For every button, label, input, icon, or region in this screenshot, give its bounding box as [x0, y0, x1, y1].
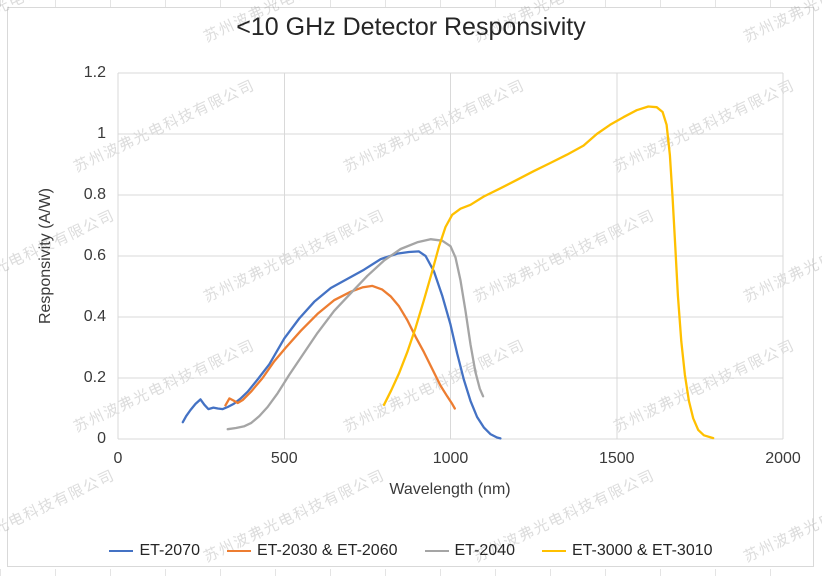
legend-marker-line: [424, 550, 449, 552]
y-tick-label: 0.4: [83, 308, 106, 325]
spreadsheet-gridline-top: [0, 0, 822, 7]
x-axis-title: Wavelength (nm): [389, 481, 511, 498]
legend: ET-2070 ET-2030 & ET-2060 ET-2040 ET-3000 &…: [0, 539, 822, 563]
series-line-et-2040: [226, 238, 485, 431]
legend-label: ET-2030 & ET-2060: [256, 542, 398, 559]
legend-item: ET-2040: [424, 542, 515, 560]
legend-marker-line: [541, 550, 566, 552]
legend-item: ET-2070: [109, 542, 200, 560]
y-tick-label: 0.8: [83, 186, 106, 203]
x-tick-label: 0: [113, 450, 123, 467]
legend-label: ET-3000 & ET-3010: [571, 542, 713, 559]
x-tick-label: 1000: [432, 450, 469, 467]
y-tick-label: 1: [97, 125, 106, 142]
legend-label: ET-2040: [454, 542, 515, 559]
chart-title: <10 GHz Detector Responsivity: [236, 13, 586, 41]
y-tick-label: 0: [97, 430, 106, 447]
legend-item: ET-2030 & ET-2060: [226, 542, 398, 560]
y-tick-label: 0.2: [83, 369, 106, 386]
legend-item: ET-3000 & ET-3010: [541, 542, 713, 560]
legend-marker-line: [226, 550, 251, 552]
legend-marker-line: [109, 550, 134, 552]
legend-label: ET-2070: [139, 542, 200, 559]
y-tick-label: 1.2: [83, 64, 106, 81]
x-tick-label: 500: [270, 450, 298, 467]
y-tick-label: 0.6: [83, 247, 106, 264]
spreadsheet-gridline-bottom: [0, 569, 822, 576]
series-line-et-3000-et-3010: [382, 105, 715, 440]
series-line-et-2070: [181, 250, 502, 440]
x-tick-label: 2000: [765, 450, 801, 467]
x-tick-label: 1500: [598, 450, 635, 467]
series-line-et-2030-et-2060: [224, 284, 456, 410]
